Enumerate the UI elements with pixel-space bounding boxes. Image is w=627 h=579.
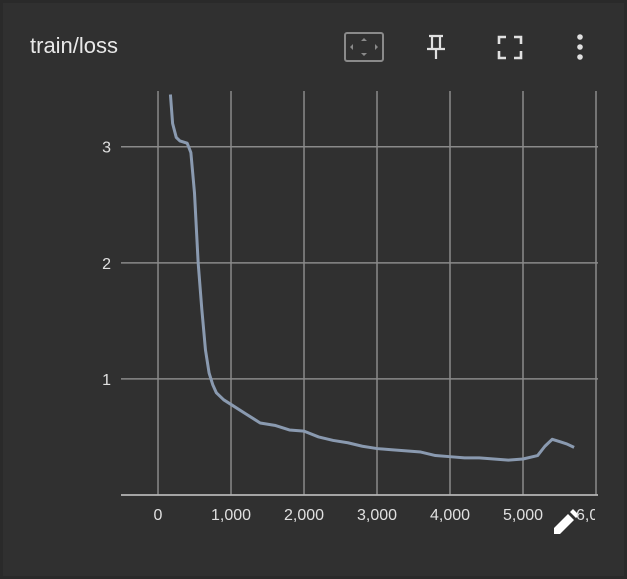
x-tick-label: 3,000: [357, 507, 397, 524]
fullscreen-button[interactable]: [497, 35, 523, 60]
y-tick-label: 1: [102, 372, 111, 389]
x-tick-label: 4,000: [430, 507, 470, 524]
fit-domain-button[interactable]: [344, 32, 384, 62]
x-tick-label: 5,000: [503, 507, 543, 524]
chart-title: train/loss: [30, 33, 118, 58]
y-tick-label: 3: [102, 140, 111, 157]
edit-button[interactable]: [554, 509, 579, 534]
x-tick-label: 0: [154, 507, 163, 524]
pin-button[interactable]: [427, 34, 445, 59]
y-tick-label: 0: [102, 488, 111, 505]
chart: train/loss 0 1,000 2,000 3,000 4,000 5,000 6,0…: [30, 32, 616, 534]
series-line: [168, 94, 575, 462]
y-tick-label: 2: [102, 256, 111, 273]
more-button[interactable]: [577, 34, 583, 60]
x-tick-label: 6,000: [576, 507, 616, 524]
x-tick-label: 2,000: [284, 507, 324, 524]
x-tick-label: 1,000: [211, 507, 251, 524]
